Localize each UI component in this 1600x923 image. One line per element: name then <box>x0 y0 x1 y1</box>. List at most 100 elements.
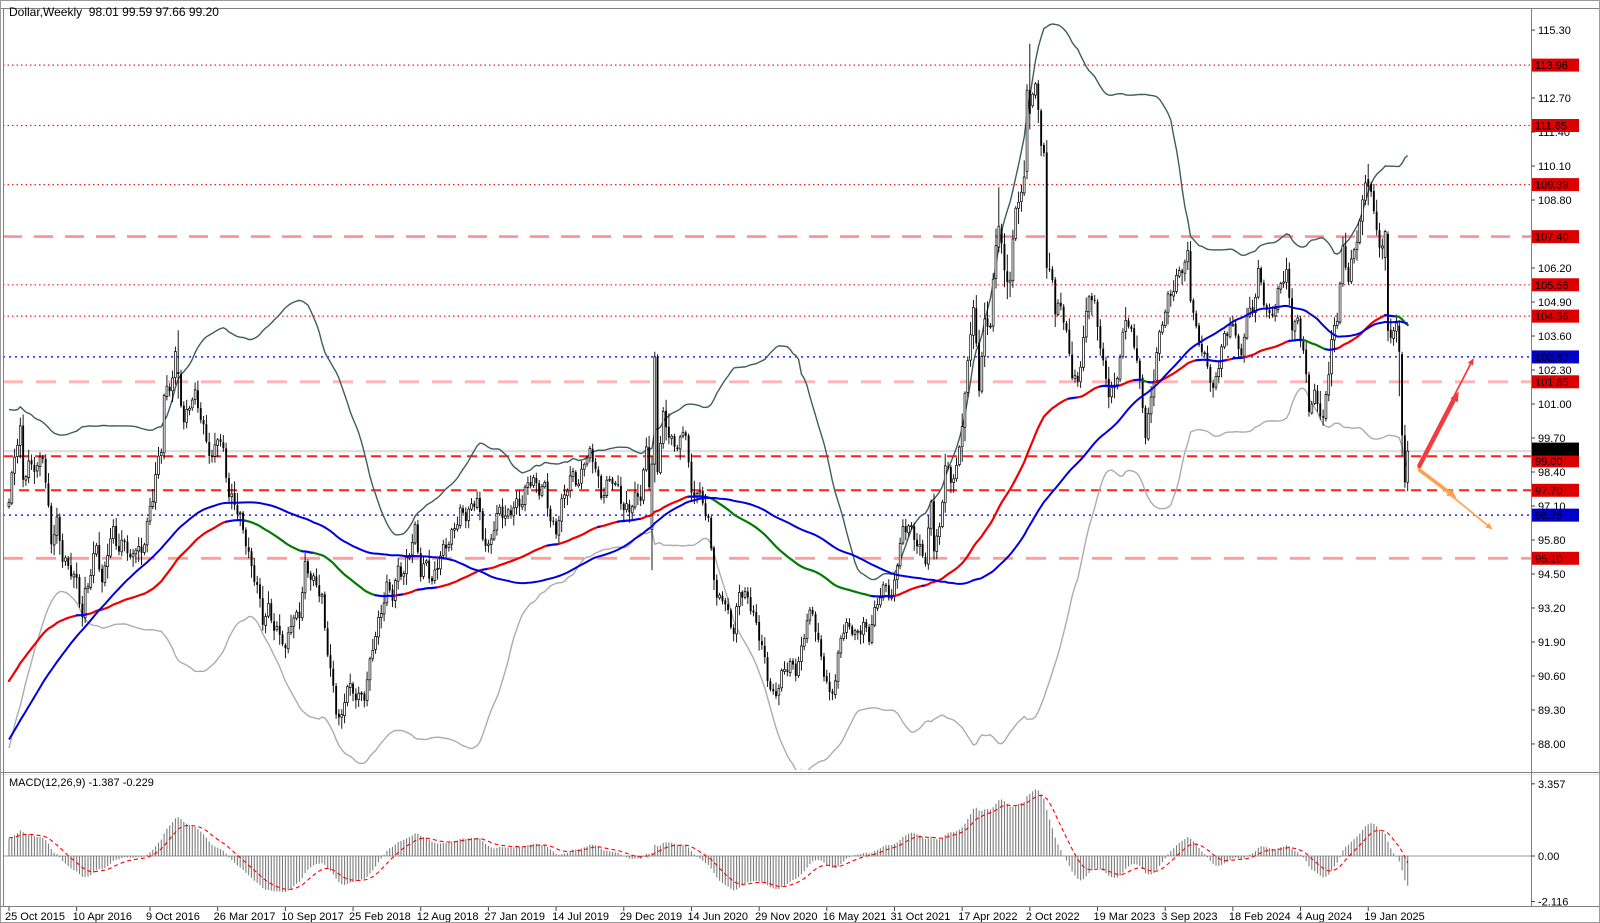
price-level-label <box>1532 178 1579 192</box>
price-tick-label: 88.00 <box>1538 739 1566 751</box>
price-tick-label: 94.50 <box>1538 569 1566 581</box>
price-level-label <box>1532 230 1579 244</box>
fast-ma-segment <box>1133 378 1144 382</box>
date-tick-label: 17 Apr 2022 <box>958 911 1017 923</box>
fast-ma-segment <box>924 397 1071 587</box>
price-level-label <box>1532 278 1579 292</box>
price-tick-label: 108.80 <box>1538 195 1572 207</box>
trend-arrow-shaft[interactable] <box>1417 467 1488 526</box>
fast-ma-segment <box>301 550 315 554</box>
bollinger-lower-band <box>8 387 1409 770</box>
trend-arrow-objects[interactable] <box>1416 358 1493 530</box>
price-axis[interactable]: 115.30112.70111.40110.10108.80106.20104.… <box>1531 25 1579 908</box>
moving-averages <box>7 304 1409 741</box>
price-tick-label: 93.20 <box>1538 603 1566 615</box>
date-tick-label: 26 Mar 2017 <box>214 911 276 923</box>
fast-ma-segment <box>416 586 439 591</box>
fast-ma-segment <box>1231 356 1246 360</box>
fast-ma-segment <box>1288 338 1305 342</box>
price-tick-label: 98.40 <box>1538 467 1566 479</box>
date-tick-label: 10 Apr 2016 <box>73 911 132 923</box>
horizontal-level-lines <box>3 64 1531 560</box>
price-tick-label: 115.30 <box>1538 25 1571 37</box>
price-level-label-text: 107.40 <box>1535 232 1569 244</box>
panel-frame <box>1 8 1599 907</box>
price-level-label-text: 96.75 <box>1535 510 1563 522</box>
trend-arrow-head <box>1485 522 1493 530</box>
fast-ma-segment <box>1099 384 1122 388</box>
fast-ma-segment <box>244 519 304 553</box>
date-tick-label: 19 Jan 2025 <box>1364 911 1425 923</box>
price-level-label <box>1532 309 1579 323</box>
macd-panel <box>3 789 1531 892</box>
fast-ma-segment <box>870 594 896 598</box>
price-level-label <box>1532 483 1579 497</box>
price-level-label <box>1532 454 1579 468</box>
fast-ma-segment <box>687 495 710 499</box>
price-level-label-text: 99.20 <box>1535 444 1563 456</box>
price-level-label <box>1532 551 1579 565</box>
trend-arrow-shaft[interactable] <box>1417 399 1456 469</box>
date-tick-label: 14 Jun 2020 <box>687 911 748 923</box>
price-level-label-text: 109.39 <box>1535 180 1569 192</box>
date-axis[interactable]: 25 Oct 2015 10 Apr 2016 9 Oct 2016 26 Mar 2… <box>5 907 1425 923</box>
price-level-label-text: 104.36 <box>1535 311 1569 323</box>
price-tick-label: 106.20 <box>1538 263 1572 275</box>
price-tick-label: 110.10 <box>1538 161 1571 173</box>
fast-ma-segment <box>86 609 101 616</box>
price-tick-label: 89.30 <box>1538 705 1566 717</box>
fast-ma-segment <box>1302 339 1327 351</box>
fast-ma-segment <box>893 584 924 597</box>
macd-axis-label: -2.116 <box>1538 896 1568 908</box>
fast-ma-segment <box>1324 347 1339 351</box>
trend-arrow-head <box>1450 391 1459 403</box>
macd-axis-label: 0.00 <box>1538 851 1559 863</box>
price-tick-label: 99.70 <box>1538 433 1566 445</box>
date-tick-label: 4 Aug 2024 <box>1297 911 1353 923</box>
fast-ma-segment <box>436 568 484 589</box>
price-level-label <box>1532 58 1579 72</box>
bollinger-bands <box>8 23 1409 770</box>
date-tick-label: 31 Oct 2021 <box>890 911 950 923</box>
trend-arrow-shaft[interactable] <box>1416 363 1472 467</box>
price-level-label-text: 101.85 <box>1535 377 1569 389</box>
fast-ma-segment <box>557 525 600 545</box>
date-tick-label: 2 Oct 2022 <box>1026 911 1080 923</box>
bollinger-upper-band <box>8 23 1409 581</box>
fast-ma-segment <box>546 542 560 547</box>
price-tick-label: 102.30 <box>1538 365 1572 377</box>
price-tick-label: 104.90 <box>1538 297 1572 309</box>
candlestick-series[interactable] <box>7 43 1410 729</box>
date-tick-label: 10 Sep 2017 <box>281 911 343 923</box>
slow-ma-line <box>8 304 1408 741</box>
date-tick-label: 25 Oct 2015 <box>5 911 65 923</box>
date-tick-label: 29 Nov 2020 <box>755 911 817 923</box>
date-tick-label: 29 Dec 2019 <box>620 911 682 923</box>
fast-ma-segment <box>1076 385 1102 399</box>
fast-ma-segment <box>402 588 419 596</box>
price-level-label-text: 99.00 <box>1535 456 1563 468</box>
date-tick-label: 12 Aug 2018 <box>417 911 479 923</box>
price-level-label <box>1532 508 1579 522</box>
fast-ma-segment <box>1195 358 1229 363</box>
price-level-label <box>1532 375 1579 389</box>
price-tick-label: 91.90 <box>1538 637 1566 649</box>
fast-ma-segment <box>1384 314 1398 318</box>
price-level-label-text: 95.10 <box>1535 553 1563 565</box>
date-tick-label: 27 Jan 2019 <box>484 911 545 923</box>
date-tick-label: 18 Feb 2024 <box>1229 911 1291 923</box>
fast-ma-segment <box>617 517 642 523</box>
price-tick-label: 112.70 <box>1538 93 1571 105</box>
price-tick-label: 103.60 <box>1538 331 1572 343</box>
price-level-label-text: 102.80 <box>1535 352 1569 364</box>
fast-ma-segment <box>487 544 549 570</box>
date-tick-label: 9 Oct 2016 <box>146 911 200 923</box>
date-tick-label: 3 Sep 2023 <box>1161 911 1217 923</box>
trend-arrow-head <box>1446 488 1457 499</box>
price-level-label <box>1532 350 1579 364</box>
fast-ma-segment <box>312 551 377 597</box>
date-tick-label: 19 Mar 2023 <box>1094 911 1156 923</box>
